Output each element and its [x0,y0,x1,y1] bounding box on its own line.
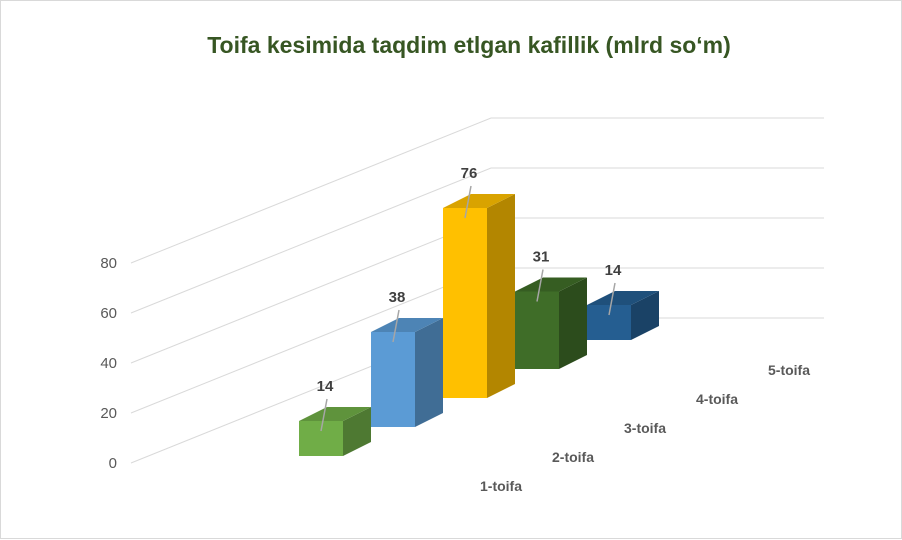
bar-top [299,407,371,421]
data-label-leader [464,185,472,219]
y-tick-label: 0 [109,455,117,472]
bar-front [299,421,343,456]
bar [515,277,587,369]
chart-title: Toifa kesimida taqdim etlgan kafillik (m… [207,32,731,58]
y-tick-label: 40 [100,355,117,372]
bar-top [371,318,443,332]
bar-side [631,291,659,340]
data-label: 76 [461,165,478,182]
data-label-leader [392,309,400,343]
bar-front [515,291,559,369]
gridline [130,117,824,264]
bar-top [515,277,587,292]
category-label: 3-toifa [624,420,666,436]
bars [299,194,659,456]
y-tick-label: 60 [100,305,117,322]
data-label: 14 [605,262,622,279]
bar [443,194,515,398]
data-label: 14 [317,378,334,395]
bar-front [371,332,415,427]
bar [371,318,443,427]
y-tick-label: 80 [100,255,117,272]
x-axis-categories: 1-toifa 2-toifa 3-toifa 4-toifa 5-toifa [480,362,810,494]
bar-side [343,407,371,456]
bar-side [415,318,443,427]
bar [587,291,659,340]
y-tick-label: 20 [100,405,117,422]
data-label: 38 [389,289,406,306]
bar-front [443,208,487,398]
data-labels: 14 31 76 38 14 [317,165,622,432]
data-label: 31 [533,249,550,266]
bar-top [587,291,659,305]
category-label: 2-toifa [552,449,594,465]
category-label: 5-toifa [768,362,810,378]
category-label: 1-toifa [480,478,522,494]
bar [299,407,371,456]
category-label: 4-toifa [696,391,738,407]
bar-side [559,277,587,369]
gridline [130,167,824,314]
bar-side [487,194,515,398]
y-axis-ticks: 0 20 40 60 80 [100,255,117,472]
bar-top [443,194,515,208]
data-label-leader [320,398,328,432]
bar-front [587,305,631,340]
data-label-leader [536,269,544,302]
data-label-leader [608,282,616,316]
